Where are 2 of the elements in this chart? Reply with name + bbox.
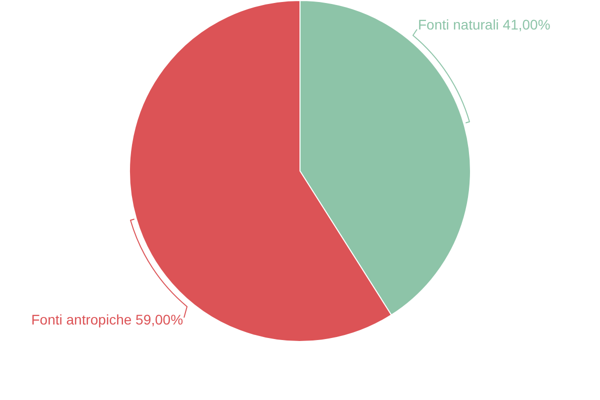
slice-label: Fonti antropiche 59,00% [31,311,184,328]
slice-label: Fonti naturali 41,00% [418,16,550,32]
